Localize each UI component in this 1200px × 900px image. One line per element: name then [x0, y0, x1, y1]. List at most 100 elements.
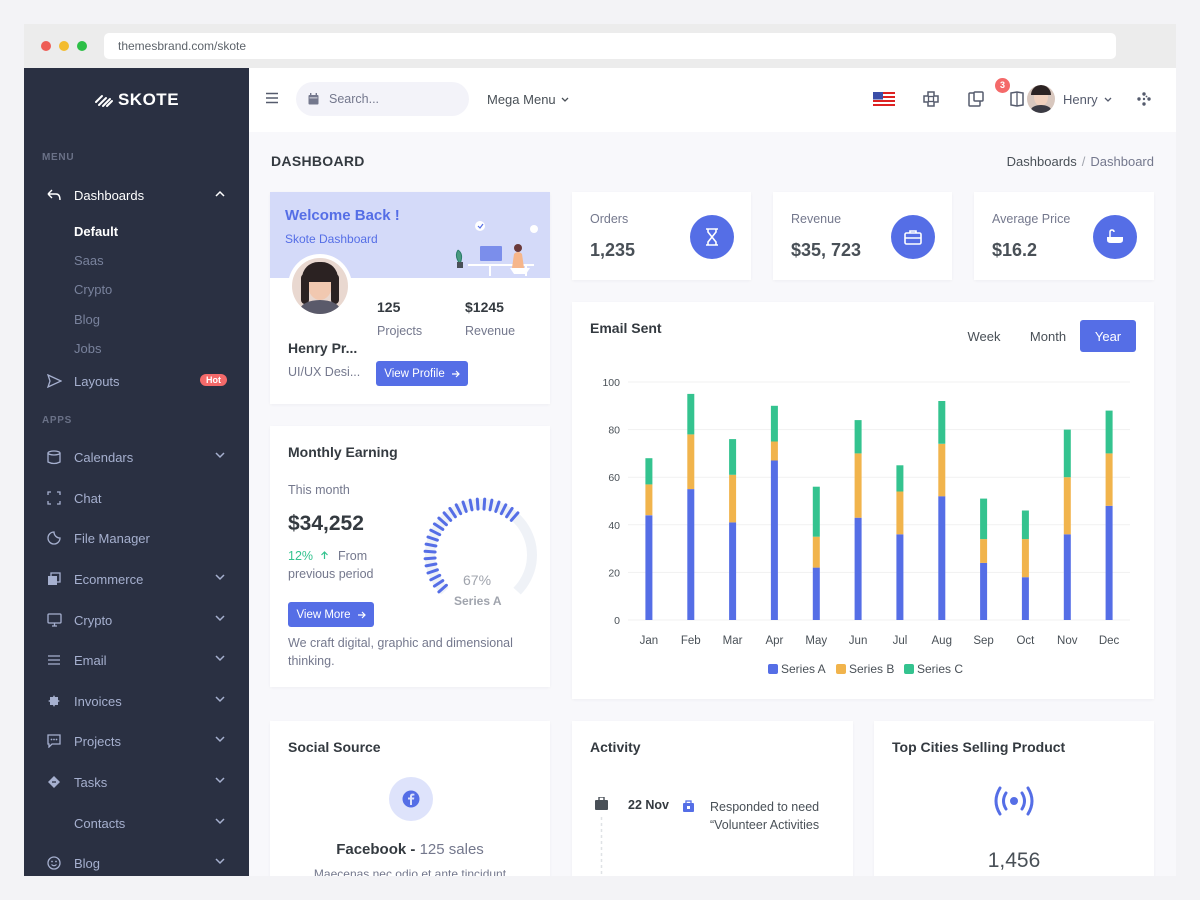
bar-series-a[interactable]	[1063, 534, 1071, 620]
bar-series-a[interactable]	[770, 460, 778, 621]
welcome-card: Welcome Back ! Skote Dashboard	[270, 192, 550, 404]
y-tick-label: 60	[608, 472, 620, 484]
gauge-segment	[423, 549, 437, 554]
sidebar-sub-blog[interactable]: Blog	[74, 312, 101, 327]
bar-series-a[interactable]	[938, 496, 946, 620]
bar-series-b[interactable]	[938, 443, 946, 497]
bar-series-c[interactable]	[896, 465, 904, 492]
sidebar-item-email[interactable]: Email	[24, 643, 249, 677]
settings-icon[interactable]	[1133, 88, 1155, 110]
apps-grid-icon[interactable]	[920, 88, 942, 110]
bar-series-b[interactable]	[729, 474, 737, 523]
bar-series-c[interactable]	[1021, 510, 1029, 540]
bar-series-a[interactable]	[812, 567, 820, 620]
browser-toolbar: themesbrand.com/skote	[24, 24, 1176, 68]
bar-series-b[interactable]	[812, 536, 820, 568]
user-name: Henry	[1063, 91, 1098, 107]
tasks-icon	[46, 774, 62, 790]
bar-series-b[interactable]	[1021, 539, 1029, 578]
period-week-button[interactable]: Week	[967, 328, 1001, 344]
gauge-segment	[423, 556, 437, 561]
bar-series-b[interactable]	[1063, 477, 1071, 535]
bar-series-a[interactable]	[687, 489, 695, 620]
sidebar-item-label: Calendars	[74, 449, 134, 465]
bar-series-b[interactable]	[770, 441, 778, 461]
address-bar[interactable]: themesbrand.com/skote	[104, 33, 1116, 59]
bar-series-a[interactable]	[645, 515, 653, 620]
bar-series-b[interactable]	[854, 453, 862, 518]
bar-series-c[interactable]	[770, 405, 778, 442]
search-box[interactable]	[296, 82, 469, 116]
sidebar-item-label: Ecommerce	[74, 571, 144, 587]
legend-label[interactable]: Series B	[849, 662, 894, 676]
revenue-label: Revenue	[465, 324, 516, 338]
sidebar-item-contacts[interactable]: Contacts	[24, 806, 249, 840]
x-tick-label: Nov	[1057, 635, 1078, 647]
brand-logo[interactable]: SKOTE	[24, 68, 249, 132]
bar-series-a[interactable]	[854, 517, 862, 620]
sidebar-item-calendars[interactable]: Calendars	[24, 440, 249, 474]
bar-series-a[interactable]	[1105, 505, 1113, 620]
bar-series-b[interactable]	[896, 491, 904, 535]
close-window-button[interactable]	[41, 41, 51, 51]
period-month-button[interactable]: Month	[1029, 328, 1067, 344]
mega-menu-dropdown[interactable]: Mega Menu	[487, 92, 569, 107]
sidebar-sub-saas[interactable]: Saas	[74, 253, 104, 268]
sidebar-item-layouts[interactable]: Layouts Hot	[24, 364, 249, 398]
bar-series-c[interactable]	[1105, 410, 1113, 454]
search-input[interactable]	[329, 92, 449, 106]
us-flag-icon[interactable]	[873, 88, 895, 110]
sidebar-sub-jobs[interactable]: Jobs	[74, 341, 102, 356]
sidebar-item-crypto[interactable]: Crypto	[24, 603, 249, 637]
sidebar-sub-crypto[interactable]: Crypto	[74, 282, 113, 297]
bar-series-b[interactable]	[1105, 453, 1113, 506]
legend-label[interactable]: Series C	[917, 662, 963, 676]
sidebar-item-blog[interactable]: Blog	[24, 846, 249, 876]
bar-series-c[interactable]	[687, 393, 695, 435]
mega-menu-label: Mega Menu	[487, 92, 556, 107]
maximize-window-button[interactable]	[77, 41, 87, 51]
bar-series-c[interactable]	[980, 498, 988, 540]
bar-series-c[interactable]	[812, 486, 820, 537]
notification-icon[interactable]	[1006, 88, 1028, 110]
period-year-button[interactable]: Year	[1080, 320, 1136, 352]
sidebar-item-label: Projects	[74, 733, 121, 749]
arrow-right-icon	[451, 370, 460, 377]
bar-series-a[interactable]	[1021, 577, 1029, 620]
bar-series-a[interactable]	[729, 522, 737, 620]
bar-series-a[interactable]	[896, 534, 904, 620]
view-more-button[interactable]: View More	[288, 602, 374, 627]
bar-series-b[interactable]	[645, 484, 653, 516]
bar-series-c[interactable]	[854, 420, 862, 454]
sidebar-item-ecommerce[interactable]: Ecommerce	[24, 562, 249, 596]
profile-avatar	[288, 254, 352, 318]
gauge-segment	[454, 503, 463, 516]
sidebar-sub-default[interactable]: Default	[74, 224, 119, 239]
breadcrumb-dashboards[interactable]: Dashboards	[1006, 154, 1077, 169]
view-more-label: View More	[296, 608, 351, 621]
minimize-window-button[interactable]	[59, 41, 69, 51]
view-profile-button[interactable]: View Profile	[376, 361, 468, 386]
sidebar-item-file-manager[interactable]: File Manager	[24, 521, 249, 555]
legend-label[interactable]: Series A	[781, 662, 826, 676]
hamburger-menu-icon[interactable]	[265, 92, 279, 104]
bar-series-c[interactable]	[938, 401, 946, 444]
bar-series-b[interactable]	[687, 434, 695, 490]
sidebar-item-chat[interactable]: Chat	[24, 481, 249, 515]
social-sales: 125 sales	[419, 841, 484, 858]
bar-series-c[interactable]	[729, 439, 737, 475]
hourglass-icon	[690, 215, 734, 259]
sidebar-item-projects[interactable]: Projects	[24, 724, 249, 758]
fullscreen-icon[interactable]	[965, 88, 987, 110]
bar-series-b[interactable]	[980, 539, 988, 563]
average-price-card: Average Price $16.2	[974, 192, 1154, 280]
sidebar-item-invoices[interactable]: Invoices	[24, 684, 249, 718]
projects-count: 125	[377, 299, 401, 315]
sidebar-item-dashboards[interactable]: Dashboards	[24, 178, 249, 212]
user-menu[interactable]: Henry	[1027, 85, 1112, 113]
bar-series-c[interactable]	[1063, 429, 1071, 478]
sidebar-item-tasks[interactable]: Tasks	[24, 765, 249, 799]
view-profile-label: View Profile	[384, 367, 445, 380]
bar-series-a[interactable]	[980, 562, 988, 620]
bar-series-c[interactable]	[645, 458, 653, 485]
